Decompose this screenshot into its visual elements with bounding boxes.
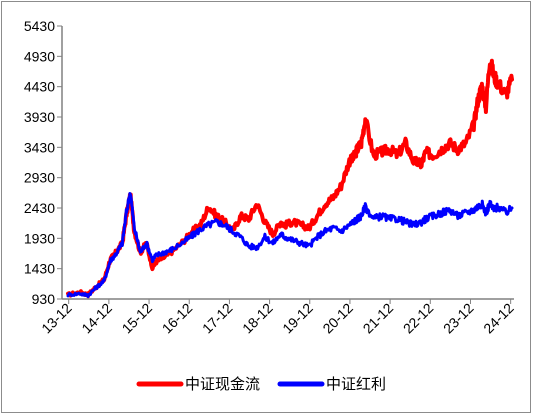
- y-tick-label: 5430: [24, 18, 55, 34]
- x-tick-label: 15-12: [119, 300, 156, 337]
- y-axis-ticks: 5430 4930 4430 3930 3430 2930 2430 1930 1430 930: [24, 18, 62, 307]
- y-tick-label: 1930: [24, 230, 55, 246]
- x-tick-label: 24-12: [480, 300, 517, 337]
- y-tick-label: 1430: [24, 261, 55, 277]
- legend-label-1: 中证现金流: [185, 375, 260, 393]
- x-tick-label: 18-12: [239, 300, 276, 337]
- y-tick-label: 3930: [24, 109, 55, 125]
- x-tick-label: 22-12: [400, 300, 437, 337]
- series-line-1: [66, 58, 514, 299]
- y-tick-label: 4930: [24, 48, 55, 64]
- x-tick-label: 21-12: [360, 300, 397, 337]
- x-tick-label: 19-12: [279, 300, 316, 337]
- series-lines: [66, 58, 514, 299]
- chart-frame: 5430 4930 4430 3930 3430 2930 2430 1930 1430 930 …: [1, 1, 531, 413]
- y-tick-label: 2430: [24, 200, 55, 216]
- x-axis-ticks: 13-12 14-12 15-12 16-12 17-12 18-12 19-12 20-12…: [38, 299, 517, 336]
- legend: 中证现金流 中证红利: [136, 375, 386, 393]
- y-tick-label: 930: [32, 291, 56, 307]
- series-line-2: [66, 192, 514, 299]
- x-tick-label: 23-12: [440, 300, 477, 337]
- x-tick-label: 17-12: [199, 300, 236, 337]
- x-tick-label: 14-12: [78, 300, 115, 337]
- x-tick-label: 20-12: [319, 300, 356, 337]
- y-tick-label: 3430: [24, 139, 55, 155]
- y-tick-label: 4430: [24, 79, 55, 95]
- y-tick-label: 2930: [24, 170, 55, 186]
- x-tick-label: 16-12: [159, 300, 196, 337]
- legend-label-2: 中证红利: [326, 375, 386, 393]
